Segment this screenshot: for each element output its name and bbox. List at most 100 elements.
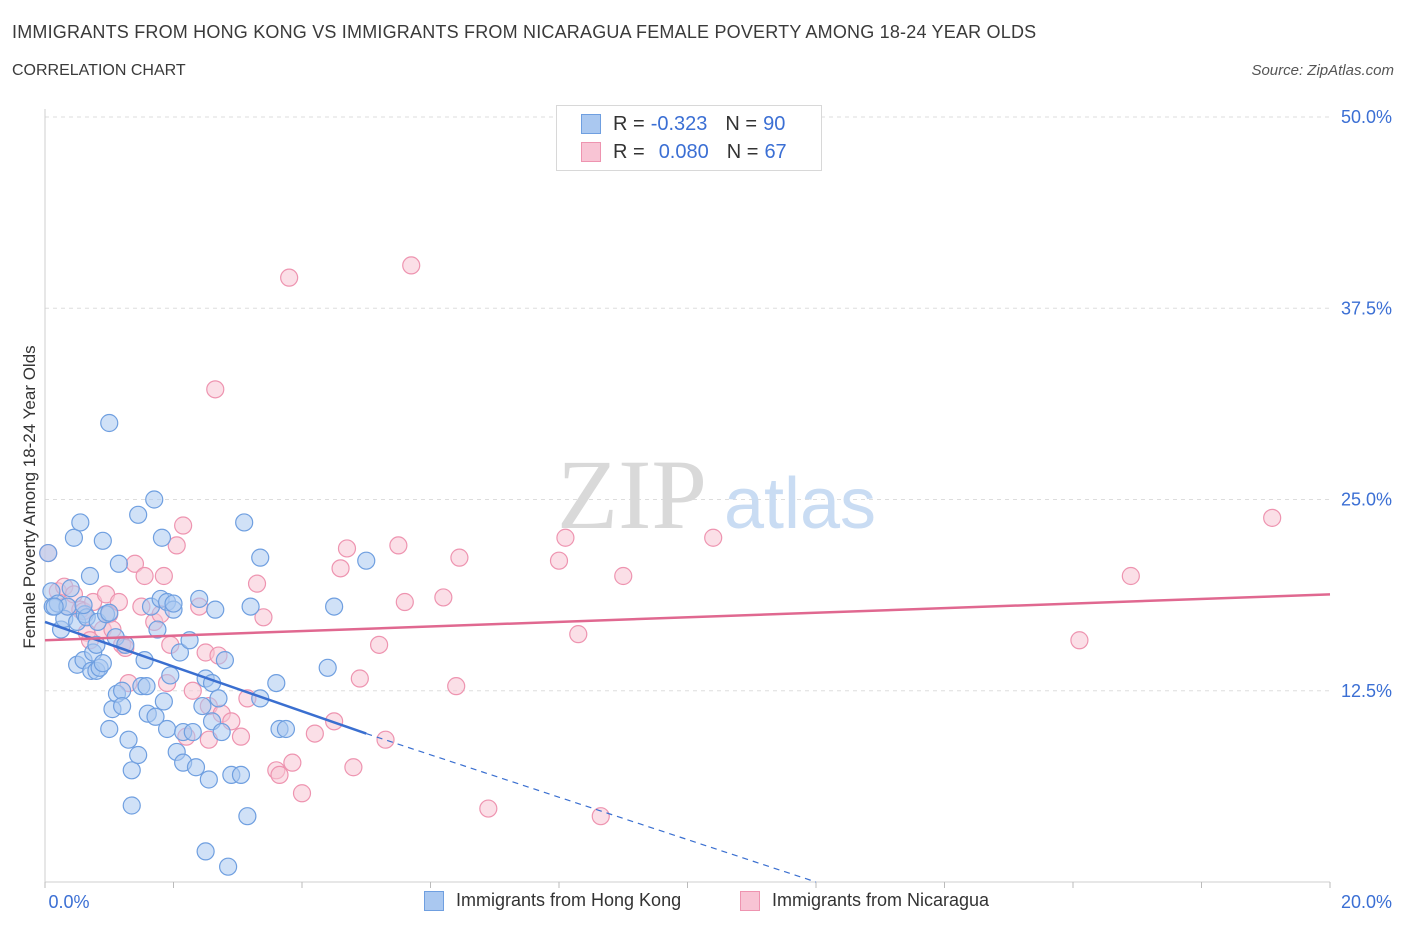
hongkong-point-22 (93, 531, 112, 550)
axes (44, 109, 1331, 888)
nicaragua-point-27 (174, 516, 193, 535)
hongkong-point-37 (129, 505, 148, 524)
hongkong-point-87 (74, 595, 93, 615)
hongkong-point-82 (276, 719, 296, 739)
legend-r-value-nicaragua: 0.080 (658, 140, 709, 163)
hongkong-point-41 (137, 677, 156, 696)
hongkong-point-8 (64, 528, 84, 547)
hongkong-point-80 (267, 673, 286, 693)
nicaragua-point-55 (389, 536, 408, 555)
hongkong-point-89 (164, 594, 183, 613)
watermark: ZIP atlas (557, 439, 876, 550)
nicaragua-point-67 (704, 528, 723, 547)
hongkong-point-55 (170, 643, 190, 662)
hongkong-point-0 (39, 543, 58, 563)
hongkong-point-71 (215, 651, 234, 670)
hongkong-point-85 (357, 551, 376, 570)
hongkong-point-26 (100, 719, 119, 739)
hongkong-point-72 (219, 857, 238, 876)
legend-row-nicaragua: R = 0.080 N = 67 (581, 139, 787, 165)
hongkong-point-75 (235, 513, 254, 532)
nicaragua-point-34 (206, 380, 225, 399)
hongkong-point-46 (148, 620, 167, 639)
bottom-legend-swatch-nicaragua (740, 890, 760, 911)
nicaragua-point-44 (280, 268, 299, 287)
legend-n-label: N = (726, 140, 759, 163)
y-tick-label-1: 25.0% (1341, 490, 1392, 510)
nicaragua-point-41 (254, 608, 273, 627)
hongkong-point-34 (119, 730, 138, 749)
bottom-legend-label-hongkong: Immigrants from Hong Kong (456, 890, 682, 910)
bottom-legend-label-nicaragua: Immigrants from Nicaragua (772, 890, 990, 910)
nicaragua-point-64 (569, 625, 588, 644)
legend-n-value-hongkong: 90 (763, 112, 786, 135)
nicaragua-point-62 (556, 528, 575, 547)
nicaragua-point-68 (1070, 631, 1089, 650)
nicaragua-point-70 (1263, 508, 1282, 527)
y-tick-label-3: 50.0% (1341, 107, 1392, 127)
hongkong-point-7 (61, 579, 80, 598)
hongkong-point-23 (93, 654, 112, 673)
nicaragua-point-40 (247, 574, 267, 593)
y-tick-label-2: 37.5% (1341, 298, 1392, 318)
hongkong-point-59 (183, 722, 202, 742)
nicaragua-point-52 (350, 669, 369, 688)
nicaragua-point-69 (1121, 566, 1140, 586)
hongkong-point-69 (209, 689, 228, 708)
nicaragua-point-29 (183, 681, 202, 700)
hongkong-point-86 (45, 597, 64, 616)
hongkong-point-45 (146, 707, 165, 726)
legend-swatch-nicaragua (581, 142, 601, 162)
legend-swatch-hongkong (581, 114, 601, 134)
chart-subtitle: CORRELATION CHART (12, 62, 186, 79)
legend-n-value-nicaragua: 67 (764, 140, 787, 163)
nicaragua-point-61 (479, 799, 498, 818)
watermark-zip: ZIP (557, 439, 707, 550)
y-axis-label: Female Poverty Among 18-24 Year Olds (20, 345, 39, 649)
hongkong-point-84 (325, 597, 344, 616)
nicaragua-point-53 (370, 635, 389, 654)
watermark-atlas: atlas (724, 464, 876, 544)
x-tick-label-max: 20.0% (1341, 892, 1392, 912)
hongkong-point-68 (206, 600, 225, 619)
hongkong-point-11 (71, 513, 90, 532)
hongkong-point-15 (80, 566, 100, 586)
hongkong-point-50 (157, 719, 177, 739)
nicaragua-point-26 (167, 536, 186, 555)
grid-lines (45, 116, 1330, 692)
trend-line-hongkong (44, 620, 367, 735)
series-hongkong-points (39, 413, 376, 876)
hongkong-point-25 (100, 413, 119, 433)
hongkong-point-44 (145, 490, 164, 509)
hongkong-point-70 (212, 722, 231, 742)
nicaragua-point-60 (447, 677, 466, 696)
hongkong-point-52 (161, 666, 180, 685)
nicaragua-point-45 (283, 753, 302, 772)
hongkong-point-48 (152, 528, 172, 547)
nicaragua-point-43 (270, 765, 289, 785)
nicaragua-point-65 (591, 807, 610, 826)
nicaragua-point-66 (614, 566, 633, 586)
nicaragua-point-56 (395, 592, 414, 612)
hongkong-point-49 (154, 692, 173, 711)
legend-r-label: R = (613, 112, 645, 135)
hongkong-point-88 (100, 603, 119, 622)
hongkong-point-65 (199, 770, 218, 789)
bottom-legend-swatch-hongkong (424, 890, 444, 911)
hongkong-point-36 (122, 796, 141, 815)
hongkong-point-63 (196, 842, 215, 861)
chart-title: IMMIGRANTS FROM HONG KONG VS IMMIGRANTS … (12, 22, 1037, 42)
legend-r-value-hongkong: -0.323 (650, 112, 708, 135)
nicaragua-point-51 (344, 758, 363, 777)
bottom-legend-hongkong: Immigrants from Hong Kong (424, 890, 681, 911)
bottom-legend-nicaragua: Immigrants from Nicaragua (740, 890, 989, 911)
nicaragua-point-54 (376, 730, 395, 749)
nicaragua-point-63 (549, 551, 569, 570)
hongkong-point-62 (193, 696, 212, 716)
source-label: Source: ZipAtlas.com (1251, 62, 1394, 79)
nicaragua-point-46 (292, 784, 312, 803)
hongkong-point-77 (241, 597, 260, 616)
nicaragua-point-20 (135, 566, 154, 586)
trend-lines (44, 593, 1331, 883)
hongkong-point-31 (112, 681, 132, 700)
